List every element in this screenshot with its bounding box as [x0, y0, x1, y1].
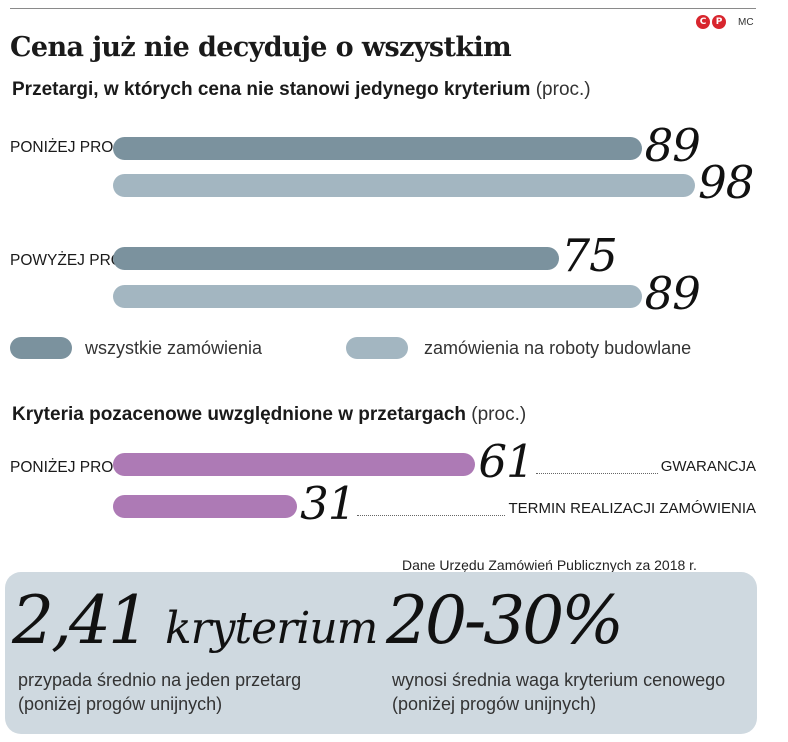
chart2-title-text: Kryteria pozacenowe uwzględnione w przet… — [12, 404, 466, 425]
leader-dots-1 — [535, 473, 658, 474]
fact-left-note: przypada średnio na jeden przetarg (poni… — [18, 670, 302, 714]
fact-left-headline: 2,41 kryterium — [12, 588, 378, 654]
legend-swatch-construction — [346, 337, 408, 359]
fact-left-word: kryterium — [164, 603, 378, 654]
legend-swatch-all-orders — [10, 337, 72, 359]
chart2-unit: (proc.) — [471, 404, 527, 425]
source-note: Dane Urzędu Zamówień Publicznych za 2018… — [402, 557, 697, 573]
criterion-label-1: GWARANCJA — [660, 458, 756, 475]
bar-above-construction — [113, 285, 642, 308]
chart1-title-text: Przetargi, w których cena nie stanowi je… — [12, 79, 531, 100]
copyright-icon: C P — [696, 15, 726, 29]
chart1-unit: (proc.) — [535, 79, 591, 100]
value-label-criterion-1: 61 — [478, 435, 534, 488]
chart1-title: Przetargi, w których cena nie stanowi je… — [12, 79, 591, 101]
copyright-c-icon: C — [696, 15, 710, 29]
value-label-above-construction: 89 — [644, 267, 701, 320]
bar-criterion-2 — [113, 495, 298, 518]
copyright-p-icon: P — [712, 15, 726, 29]
bar-criterion-1 — [113, 453, 476, 476]
chart2-title: Kryteria pozacenowe uwzględnione w przet… — [12, 404, 526, 426]
author-initials: MC — [738, 17, 754, 28]
legend-label-construction: zamówienia na roboty budowlane — [424, 338, 692, 358]
value-label-above-all: 75 — [561, 229, 618, 282]
fact-right-value: 20-30% — [386, 582, 624, 659]
value-label-below-all: 89 — [644, 119, 701, 172]
bar-above-all — [113, 247, 559, 270]
criterion-label-2: TERMIN REALIZACJI ZAMÓWIENIA — [508, 500, 756, 517]
facts-panel — [5, 572, 757, 734]
fact-right-note: wynosi średnia waga kryterium cenowego (… — [392, 670, 726, 714]
value-label-below-construction: 98 — [698, 156, 754, 209]
page-title: Cena już nie decyduje o wszystkim — [10, 32, 512, 63]
top-rule — [10, 8, 756, 9]
legend-label-all-orders: wszystkie zamówienia — [85, 338, 263, 358]
bar-below-all — [113, 137, 642, 160]
leader-dots-2 — [357, 515, 506, 516]
fact-left-value: 2,41 — [12, 582, 150, 659]
value-label-criterion-2: 31 — [300, 477, 356, 530]
bar-below-construction — [113, 174, 696, 197]
